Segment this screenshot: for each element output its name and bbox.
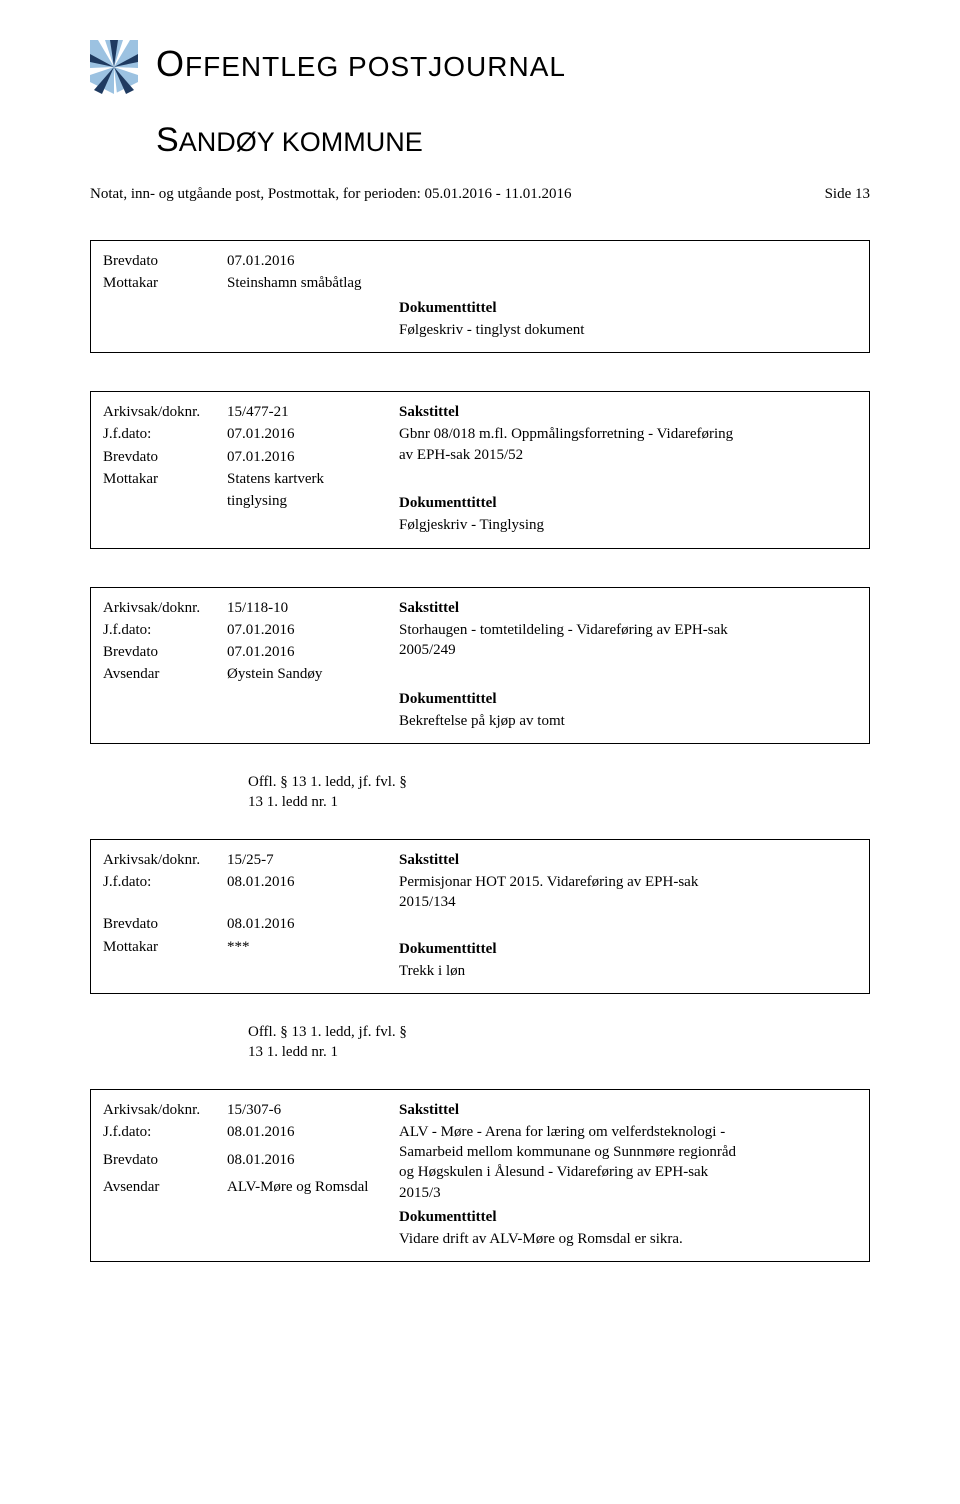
- party-value: Statens kartverk: [227, 469, 399, 489]
- label-dokumenttittel: Dokumenttittel: [399, 493, 745, 513]
- jfdato-value: 07.01.2016: [227, 620, 399, 640]
- label-dokumenttittel: Dokumenttittel: [399, 689, 745, 709]
- record-1: Brevdato 07.01.2016 Mottakar Steinshamn …: [90, 240, 870, 353]
- label-party: Avsendar: [103, 1177, 227, 1197]
- doc-text: Følgeskriv - tinglyst dokument: [399, 320, 745, 340]
- label-arkivsak: Arkivsak/doknr.: [103, 598, 227, 618]
- party-value: ALV-Møre og Romsdal: [227, 1177, 399, 1197]
- label-arkivsak: Arkivsak/doknr.: [103, 850, 227, 870]
- label-sakstittel: Sakstittel: [399, 1100, 745, 1120]
- meta-row: Notat, inn- og utgåande post, Postmottak…: [90, 184, 870, 204]
- label-party: Mottakar: [103, 937, 227, 957]
- label-brevdato: Brevdato: [103, 447, 227, 467]
- brevdato-value: 07.01.2016: [227, 251, 399, 271]
- main-title: OFFENTLEG POSTJOURNAL: [156, 40, 566, 89]
- label-brevdato: Brevdato: [103, 914, 227, 934]
- jfdato-value: 08.01.2016: [227, 1122, 399, 1142]
- arkivsak-value: 15/477-21: [227, 402, 399, 422]
- sak-text: ALV - Møre - Arena for læring om velferd…: [399, 1122, 745, 1203]
- brevdato-value: 08.01.2016: [227, 1150, 399, 1170]
- party-value: ***: [227, 937, 399, 957]
- jfdato-value: 07.01.2016: [227, 424, 399, 444]
- party-value: Steinshamn småbåtlag: [227, 273, 399, 293]
- brevdato-value: 08.01.2016: [227, 914, 399, 934]
- label-jfdato: J.f.dato:: [103, 620, 227, 640]
- brevdato-value: 07.01.2016: [227, 447, 399, 467]
- offl-note: Offl. § 13 1. ledd, jf. fvl. § 13 1. led…: [90, 772, 870, 813]
- offl-note: Offl. § 13 1. ledd, jf. fvl. § 13 1. led…: [90, 1022, 870, 1063]
- page-header: OFFENTLEG POSTJOURNAL: [90, 40, 870, 94]
- label-dokumenttittel: Dokumenttittel: [399, 298, 745, 318]
- jfdato-value: 08.01.2016: [227, 872, 399, 892]
- label-party: Mottakar: [103, 273, 227, 293]
- doc-text: Vidare drift av ALV-Møre og Romsdal er s…: [399, 1229, 745, 1249]
- label-brevdato: Brevdato: [103, 251, 227, 271]
- sub-title: SANDØY KOMMUNE: [156, 118, 870, 164]
- doc-text: Følgjeskriv - Tinglysing: [399, 515, 745, 535]
- brevdato-value: 07.01.2016: [227, 642, 399, 662]
- record-4: Arkivsak/doknr. 15/25-7 Sakstittel J.f.d…: [90, 839, 870, 995]
- label-brevdato: Brevdato: [103, 642, 227, 662]
- title-block: OFFENTLEG POSTJOURNAL: [156, 40, 566, 89]
- party-value: Øystein Sandøy: [227, 664, 399, 684]
- label-dokumenttittel: Dokumenttittel: [399, 939, 745, 959]
- sak-text: Permisjonar HOT 2015. Vidareføring av EP…: [399, 872, 745, 913]
- label-brevdato: Brevdato: [103, 1150, 227, 1170]
- record-3: Arkivsak/doknr. 15/118-10 Sakstittel J.f…: [90, 587, 870, 745]
- label-sakstittel: Sakstittel: [399, 402, 745, 422]
- label-dokumenttittel: Dokumenttittel: [399, 1207, 745, 1227]
- arkivsak-value: 15/307-6: [227, 1100, 399, 1120]
- meta-page: Side 13: [825, 184, 870, 204]
- sak-text: Gbnr 08/018 m.fl. Oppmålingsforretning -…: [399, 424, 745, 465]
- arkivsak-value: 15/118-10: [227, 598, 399, 618]
- label-arkivsak: Arkivsak/doknr.: [103, 1100, 227, 1120]
- doc-text: Trekk i løn: [399, 961, 745, 981]
- doc-text: Bekreftelse på kjøp av tomt: [399, 711, 745, 731]
- arkivsak-value: 15/25-7: [227, 850, 399, 870]
- label-jfdato: J.f.dato:: [103, 424, 227, 444]
- record-5: Arkivsak/doknr. 15/307-6 Sakstittel J.f.…: [90, 1089, 870, 1263]
- sak-text: Storhaugen - tomtetildeling - Vidareføri…: [399, 620, 745, 661]
- label-jfdato: J.f.dato:: [103, 1122, 227, 1142]
- label-sakstittel: Sakstittel: [399, 850, 745, 870]
- label-jfdato: J.f.dato:: [103, 872, 227, 892]
- label-party: Avsendar: [103, 664, 227, 684]
- record-2: Arkivsak/doknr. 15/477-21 Sakstittel J.f…: [90, 391, 870, 549]
- label-party: Mottakar: [103, 469, 227, 489]
- label-arkivsak: Arkivsak/doknr.: [103, 402, 227, 422]
- logo: [90, 40, 138, 94]
- label-sakstittel: Sakstittel: [399, 598, 745, 618]
- meta-period: Notat, inn- og utgåande post, Postmottak…: [90, 184, 571, 204]
- party-value-2: tinglysing: [227, 491, 399, 511]
